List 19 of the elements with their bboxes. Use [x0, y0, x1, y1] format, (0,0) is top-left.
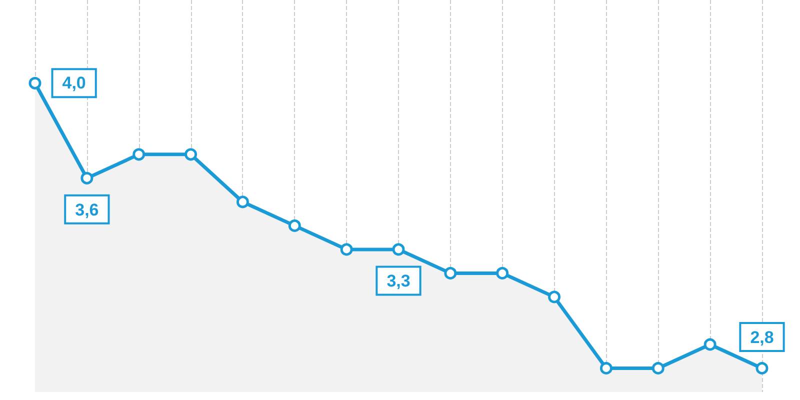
point: [548, 290, 561, 304]
point: [496, 266, 509, 280]
point: [392, 243, 405, 256]
data-label: 2,8: [750, 328, 774, 347]
point: [600, 362, 612, 374]
point: [80, 172, 94, 184]
point: [756, 362, 768, 374]
point: [444, 266, 457, 280]
data-label: 4,0: [62, 74, 86, 93]
point: [28, 76, 42, 90]
point: [288, 219, 301, 232]
point: [340, 243, 353, 256]
data-label: 3,3: [386, 272, 410, 291]
point: [652, 362, 664, 374]
point: [236, 196, 249, 208]
point: [704, 338, 716, 351]
data-label: 3,6: [75, 200, 99, 220]
point: [132, 148, 146, 161]
point: [184, 148, 198, 161]
